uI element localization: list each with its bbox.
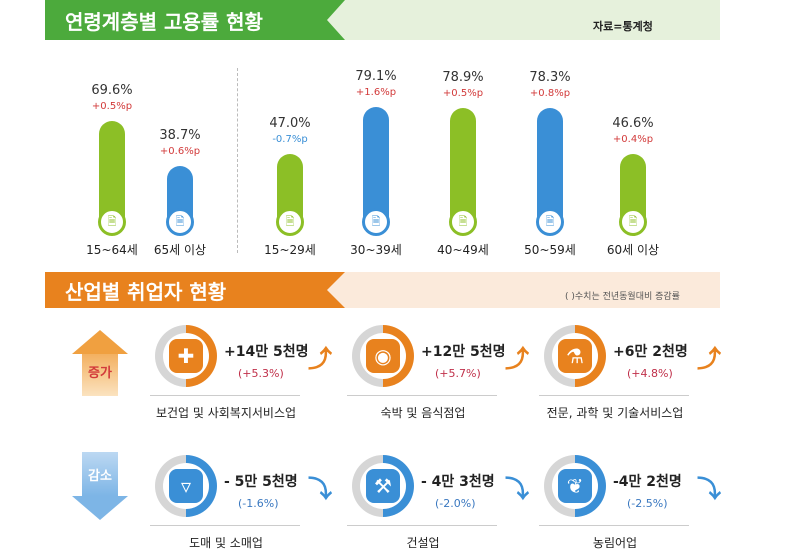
decrease-amount: - 4만 3천명 [421, 474, 495, 490]
bar-value-label: 46.6% [612, 116, 654, 132]
decrease-amount: -4만 2천명 [613, 474, 682, 490]
divider [150, 395, 300, 396]
bar-change-label: +0.6%p [159, 145, 201, 157]
decrease-percent: (-2.0%) [435, 497, 476, 510]
medical-kit-icon: ✚ [169, 339, 203, 373]
excavator-icon: ⚒ [366, 469, 400, 503]
decrease-arrow: 감소 [72, 452, 128, 520]
bar-value-label: 78.9% [442, 69, 484, 85]
shopping-basket-icon: ▿ [169, 469, 203, 503]
document-search-icon: 🗎 [536, 208, 564, 236]
increase-donut: ✚ [155, 325, 217, 387]
industry-name: 보건업 및 사회복지서비스업 [155, 406, 297, 420]
bar-value-label: 78.3% [529, 70, 571, 86]
industry-name: 농림어업 [592, 536, 638, 550]
divider [237, 68, 238, 253]
age-category-label: 65세 이상 [153, 243, 207, 257]
divider [150, 525, 300, 526]
increase-percent: (+5.3%) [238, 367, 284, 380]
bar [537, 108, 563, 222]
document-search-icon: 🗎 [276, 208, 304, 236]
document-search-icon: 🗎 [362, 208, 390, 236]
section2-title: 산업별 취업자 현황 [45, 272, 345, 308]
divider [347, 525, 497, 526]
bar [99, 121, 125, 222]
increase-label: 증가 [88, 366, 112, 381]
bar-value-label: 47.0% [269, 115, 311, 131]
industry-name: 도매 및 소매업 [189, 536, 263, 550]
bar-value-label: 38.7% [159, 127, 201, 143]
age-category-label: 50~59세 [524, 243, 576, 257]
increase-arrow: 증가 [72, 330, 128, 396]
bar-change-label: -0.7%p [272, 133, 308, 145]
trend-up-arrow-icon: ⤴ [505, 345, 529, 373]
section2-header: 산업별 취업자 현황 ( )수치는 전년동월대비 증감률 [45, 272, 720, 308]
decrease-donut: ▿ [155, 455, 217, 517]
increase-donut: ◉ [352, 325, 414, 387]
industry-name: 건설업 [406, 536, 440, 550]
age-category-label: 15~64세 [86, 243, 138, 257]
bar-change-label: +0.8%p [529, 88, 571, 100]
decrease-donut: ⚒ [352, 455, 414, 517]
trend-down-arrow-icon: ⤵ [505, 475, 529, 503]
divider [539, 525, 689, 526]
bar [450, 107, 476, 222]
age-category-label: 30~39세 [350, 243, 402, 257]
document-search-icon: 🗎 [449, 208, 477, 236]
increase-amount: +14만 5천명 [224, 344, 309, 360]
industry-name: 전문, 과학 및 기술서비스업 [546, 406, 684, 420]
section1-header: 연령계층별 고용률 현황 자료=통계청 [45, 0, 720, 40]
trend-up-arrow-icon: ⤴ [308, 345, 332, 373]
bar-change-label: +0.4%p [612, 134, 654, 146]
age-category-label: 15~29세 [264, 243, 316, 257]
decrease-donut: ❦ [544, 455, 606, 517]
document-search-icon: 🗎 [166, 208, 194, 236]
decrease-amount: - 5만 5천명 [224, 474, 298, 490]
industry-name: 숙박 및 음식점업 [380, 406, 466, 420]
increase-percent: (+4.8%) [627, 367, 673, 380]
trend-down-arrow-icon: ⤵ [308, 475, 332, 503]
bar-value-label: 79.1% [355, 69, 397, 85]
divider [347, 395, 497, 396]
document-search-icon: 🗎 [98, 208, 126, 236]
bar-change-label: +1.6%p [355, 87, 397, 99]
section1-title: 연령계층별 고용률 현황 [45, 0, 345, 40]
note-text: ( )수치는 전년동월대비 증감률 [565, 292, 680, 302]
increase-amount: +12만 5천명 [421, 344, 506, 360]
trend-down-arrow-icon: ⤵ [697, 475, 721, 503]
bar-value-label: 69.6% [91, 83, 133, 99]
decrease-label: 감소 [88, 468, 112, 484]
source-text: 자료=통계청 [593, 20, 653, 33]
decrease-percent: (-2.5%) [627, 497, 668, 510]
increase-amount: +6만 2천명 [613, 344, 688, 360]
decrease-percent: (-1.6%) [238, 497, 279, 510]
trend-up-arrow-icon: ⤴ [697, 345, 721, 373]
increase-percent: (+5.7%) [435, 367, 481, 380]
divider [539, 395, 689, 396]
lab-flask-icon: ⚗ [558, 339, 592, 373]
age-category-label: 40~49세 [437, 243, 489, 257]
age-category-label: 60세 이상 [606, 243, 660, 257]
increase-donut: ⚗ [544, 325, 606, 387]
bar [363, 107, 389, 222]
dining-plate-icon: ◉ [366, 339, 400, 373]
bar-change-label: +0.5%p [442, 87, 484, 99]
bar-change-label: +0.5%p [91, 101, 133, 113]
document-search-icon: 🗎 [619, 208, 647, 236]
wheat-icon: ❦ [558, 469, 592, 503]
